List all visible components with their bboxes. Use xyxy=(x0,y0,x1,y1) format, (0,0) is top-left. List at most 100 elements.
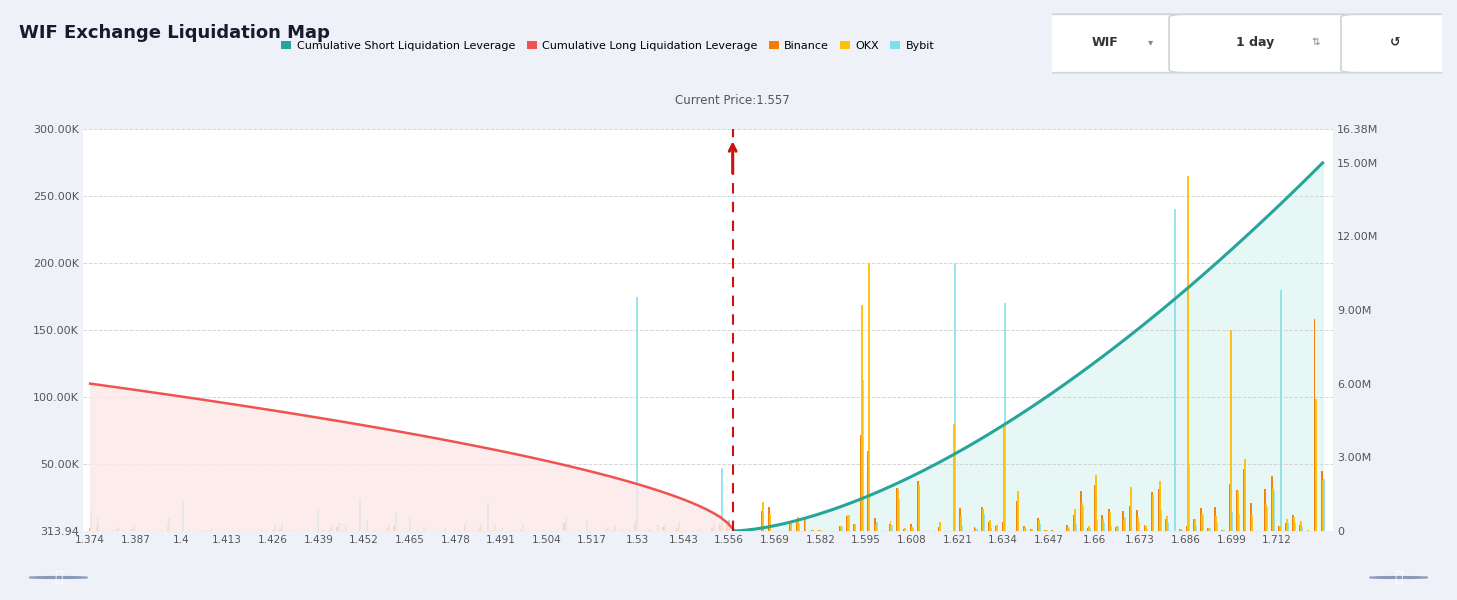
Bar xyxy=(1045,530,1046,531)
Bar xyxy=(1250,503,1252,531)
Bar xyxy=(989,529,992,531)
Legend: Cumulative Short Liquidation Leverage, Cumulative Long Liquidation Leverage, Bin: Cumulative Short Liquidation Leverage, C… xyxy=(277,36,940,55)
Bar xyxy=(373,530,376,531)
Bar xyxy=(1265,490,1266,531)
Bar xyxy=(479,525,482,531)
Bar xyxy=(1075,524,1077,531)
Bar xyxy=(762,502,763,531)
Bar xyxy=(274,529,275,531)
Bar xyxy=(1045,530,1048,531)
Bar xyxy=(520,530,522,531)
Bar xyxy=(988,522,989,531)
Bar xyxy=(478,529,479,531)
Bar xyxy=(678,528,679,531)
Bar xyxy=(1320,471,1323,531)
Bar xyxy=(210,530,211,531)
Bar xyxy=(615,526,616,531)
Bar xyxy=(492,530,495,531)
Bar xyxy=(847,517,848,531)
Bar xyxy=(676,528,678,531)
Bar xyxy=(1195,526,1198,531)
Bar xyxy=(734,530,736,531)
Bar xyxy=(995,526,997,531)
Bar xyxy=(543,530,545,531)
Bar xyxy=(1217,523,1218,531)
Bar xyxy=(918,485,919,531)
Bar xyxy=(345,526,347,531)
Bar xyxy=(973,527,976,531)
Bar xyxy=(863,380,864,531)
Bar xyxy=(1081,503,1083,531)
Bar xyxy=(182,501,184,531)
Bar xyxy=(1243,469,1244,531)
Bar xyxy=(393,526,395,531)
Bar xyxy=(494,525,495,531)
Bar xyxy=(1138,517,1139,531)
Bar xyxy=(1151,494,1154,531)
Bar xyxy=(1222,530,1224,531)
Bar xyxy=(1294,517,1295,531)
Bar xyxy=(876,525,877,531)
Bar xyxy=(586,520,589,531)
Bar xyxy=(1244,460,1246,531)
Bar xyxy=(1266,506,1268,531)
FancyBboxPatch shape xyxy=(1169,14,1356,73)
Bar xyxy=(1230,330,1231,531)
Bar xyxy=(1129,506,1131,531)
Bar xyxy=(1278,526,1281,531)
Bar xyxy=(1307,530,1310,531)
Bar xyxy=(204,530,205,531)
Bar xyxy=(1287,523,1289,531)
Bar xyxy=(1265,504,1268,531)
Bar xyxy=(1002,424,1005,531)
Bar xyxy=(1250,515,1253,531)
Bar xyxy=(954,263,956,531)
Bar xyxy=(323,530,326,531)
Bar xyxy=(727,524,728,531)
Text: ⇅: ⇅ xyxy=(1311,37,1320,47)
Bar xyxy=(1201,514,1203,531)
Bar xyxy=(839,526,841,531)
Bar xyxy=(501,528,503,531)
Bar xyxy=(203,530,204,531)
Bar xyxy=(1323,479,1324,531)
Bar xyxy=(860,434,863,531)
Bar xyxy=(718,524,720,531)
Bar xyxy=(747,529,749,531)
Bar xyxy=(635,520,637,531)
Text: Current Price:1.557: Current Price:1.557 xyxy=(675,94,790,107)
Bar xyxy=(1110,526,1112,531)
Bar xyxy=(1116,526,1118,531)
Bar xyxy=(1151,492,1152,531)
Bar xyxy=(657,525,659,531)
Bar xyxy=(1271,476,1273,531)
Text: ⏸: ⏸ xyxy=(54,571,63,584)
Bar xyxy=(360,499,361,531)
Bar xyxy=(1174,209,1176,531)
Bar xyxy=(911,527,912,531)
Bar xyxy=(1065,524,1068,531)
Bar xyxy=(1037,518,1039,531)
Bar xyxy=(648,530,650,531)
Bar xyxy=(896,489,899,531)
Bar xyxy=(959,508,962,531)
Circle shape xyxy=(1370,577,1428,578)
Circle shape xyxy=(29,577,87,578)
Bar xyxy=(635,296,638,531)
Bar xyxy=(1087,527,1088,531)
Bar xyxy=(388,526,389,531)
Bar xyxy=(1023,526,1026,531)
Bar xyxy=(938,527,940,531)
Bar xyxy=(1285,523,1287,531)
Bar xyxy=(1017,491,1018,531)
Bar xyxy=(168,518,170,531)
Bar xyxy=(890,524,893,531)
Bar xyxy=(699,529,701,531)
Bar xyxy=(1136,509,1138,531)
Bar xyxy=(1214,506,1217,531)
Bar xyxy=(1195,519,1196,531)
Bar xyxy=(423,526,425,531)
Bar xyxy=(810,530,813,531)
Bar xyxy=(1202,515,1203,531)
Bar xyxy=(898,499,899,531)
